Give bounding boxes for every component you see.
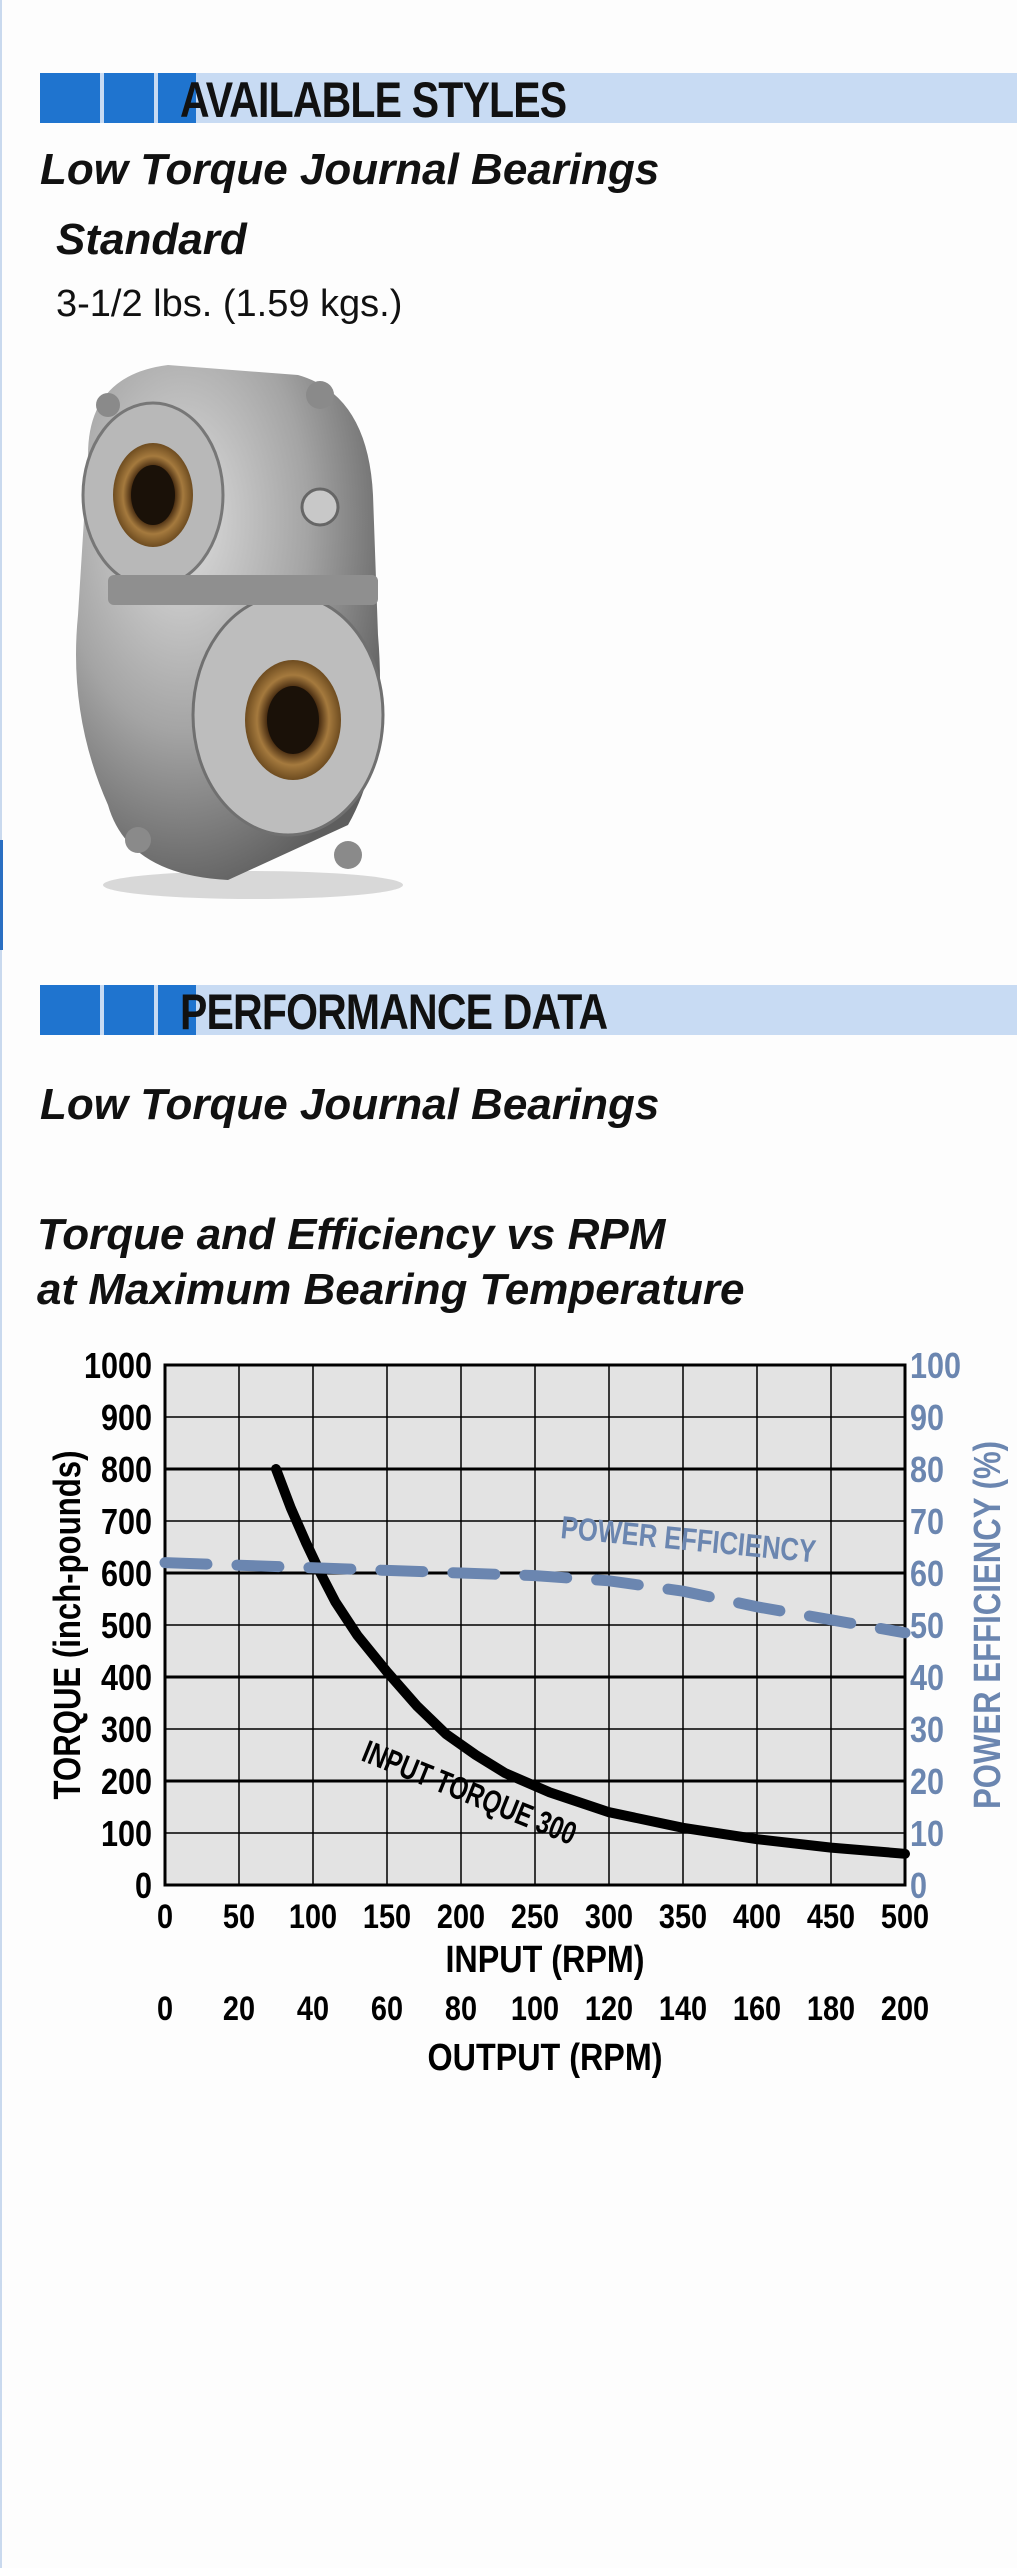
header-block — [40, 985, 100, 1035]
header-block — [40, 73, 100, 123]
performance-data-header: PERFORMANCE DATA — [40, 984, 1017, 1040]
left-tick-label: 500 — [101, 1607, 152, 1647]
styles-subtitle: Low Torque Journal Bearings — [40, 145, 660, 194]
input-tick-label: 300 — [585, 1897, 633, 1936]
output-tick-label: 140 — [659, 1989, 707, 2028]
available-styles-title: AVAILABLE STYLES — [180, 72, 567, 128]
chart-title-line1: Torque and Efficiency vs RPM — [37, 1210, 666, 1259]
input-tick-label: 50 — [223, 1897, 255, 1936]
input-tick-label: 350 — [659, 1897, 707, 1936]
input-tick-label: 150 — [363, 1897, 411, 1936]
series-group — [159, 1464, 911, 1859]
output-tick-label: 40 — [297, 1989, 329, 2028]
input-tick-label: 250 — [511, 1897, 559, 1936]
output-tick-label: 0 — [157, 1989, 173, 2028]
right-axis-ticks: 0 10 20 30 40 50 60 70 80 90 100 — [910, 1347, 961, 1907]
left-tick-label: 0 — [135, 1867, 152, 1907]
output-tick-label: 60 — [371, 1989, 403, 2028]
left-tick-label: 300 — [101, 1711, 152, 1751]
left-tick-label: 1000 — [84, 1347, 152, 1387]
output-tick-label: 180 — [807, 1989, 855, 2028]
output-tick-label: 80 — [445, 1989, 477, 2028]
right-tick-label: 70 — [910, 1503, 944, 1543]
left-tick-label: 100 — [101, 1815, 152, 1855]
header-block — [158, 73, 196, 123]
input-axis-label: INPUT (RPM) — [445, 1939, 644, 1981]
right-axis-label: POWER EFFICIENCY (%) — [967, 1441, 1009, 1809]
left-axis-label: TORQUE (inch-pounds) — [47, 1451, 89, 1800]
left-tick-label: 800 — [101, 1451, 152, 1491]
header-block — [158, 985, 196, 1035]
input-tick-label: 200 — [437, 1897, 485, 1936]
input-tick-label: 500 — [881, 1897, 929, 1936]
left-tick-label: 400 — [101, 1659, 152, 1699]
right-tick-label: 30 — [910, 1711, 944, 1751]
output-tick-label: 200 — [881, 1989, 929, 2028]
input-tick-label: 100 — [289, 1897, 337, 1936]
right-tick-label: 100 — [910, 1347, 961, 1387]
power-efficiency-line — [159, 1557, 911, 1639]
input-tick-label: 0 — [157, 1897, 173, 1936]
right-tick-label: 10 — [910, 1815, 944, 1855]
left-tick-label: 200 — [101, 1763, 152, 1803]
header-block — [104, 73, 154, 123]
left-axis-ticks: 0 100 200 300 400 500 600 700 800 900 1000 — [84, 1347, 152, 1907]
right-tick-label: 90 — [910, 1399, 944, 1439]
output-axis-label: OUTPUT (RPM) — [428, 2037, 663, 2079]
performance-subtitle: Low Torque Journal Bearings — [40, 1080, 660, 1129]
left-tick-label: 600 — [101, 1555, 152, 1595]
output-tick-label: 120 — [585, 1989, 633, 2028]
right-tick-label: 0 — [910, 1867, 927, 1907]
page-left-rule — [0, 0, 2, 2568]
output-axis-ticks: 0 20 40 60 80 100 120 140 160 180 200 — [157, 1989, 929, 2028]
style-name: Standard — [56, 215, 247, 264]
style-weight: 3-1/2 lbs. (1.59 kgs.) — [56, 283, 403, 325]
output-tick-label: 20 — [223, 1989, 255, 2028]
header-block — [104, 985, 154, 1035]
input-axis-ticks: 0 50 100 150 200 250 300 350 400 450 500 — [157, 1897, 929, 1936]
output-tick-label: 160 — [733, 1989, 781, 2028]
right-tick-label: 20 — [910, 1763, 944, 1803]
right-tick-label: 60 — [910, 1555, 944, 1595]
chart-title-line2: at Maximum Bearing Temperature — [37, 1265, 745, 1314]
input-tick-label: 450 — [807, 1897, 855, 1936]
output-tick-label: 100 — [511, 1989, 559, 2028]
right-tick-label: 50 — [910, 1607, 944, 1647]
right-tick-label: 40 — [910, 1659, 944, 1699]
left-tick-label: 700 — [101, 1503, 152, 1543]
available-styles-header: AVAILABLE STYLES — [40, 72, 1017, 128]
right-tick-label: 80 — [910, 1451, 944, 1491]
gear-reducer-photo-icon — [76, 365, 403, 899]
performance-data-title: PERFORMANCE DATA — [180, 984, 608, 1040]
page-edge-mark — [0, 840, 3, 950]
left-tick-label: 900 — [101, 1399, 152, 1439]
input-tick-label: 400 — [733, 1897, 781, 1936]
